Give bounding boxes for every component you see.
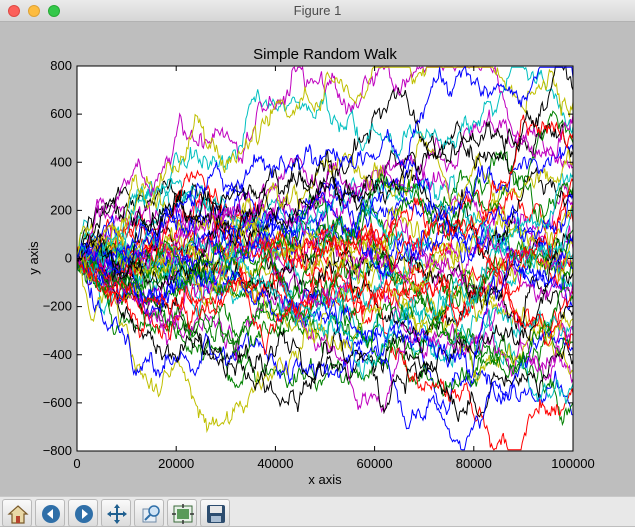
random-walk-series-32 [76, 178, 574, 380]
random-walk-series-43 [76, 144, 574, 272]
random-walk-series-36 [76, 177, 574, 308]
home-icon [7, 505, 29, 524]
configure-subplots-button[interactable] [167, 499, 197, 527]
random-walk-series-23 [76, 240, 574, 379]
x-tick-label: 40000 [257, 456, 293, 471]
random-walk-series-39 [76, 172, 574, 285]
random-walk-series-12 [76, 247, 574, 415]
random-walk-series-48 [76, 66, 574, 269]
window-title: Figure 1 [293, 3, 342, 18]
y-tick-label: 0 [65, 251, 72, 266]
random-walk-series-49 [76, 66, 574, 280]
y-tick-label: −200 [43, 299, 72, 314]
random-walk-chart: Simple Random Walk 0 20000 40000 60000 80000… [26, 46, 595, 487]
random-walk-series-33 [76, 181, 574, 332]
random-walk-series-44 [76, 110, 574, 300]
random-walk-series-50 [76, 66, 574, 278]
random-walk-series-8 [76, 253, 574, 451]
random-walk-series-38 [76, 169, 574, 307]
pan-icon [107, 504, 127, 524]
home-button[interactable] [2, 499, 32, 527]
x-tick-label: 60000 [357, 456, 393, 471]
title-bar: Figure 1 [0, 0, 635, 22]
y-tick-label: 200 [50, 202, 72, 217]
y-tick-label: −400 [43, 347, 72, 362]
save-button[interactable] [200, 499, 230, 527]
x-tick-label: 0 [73, 456, 80, 471]
zoom-icon [142, 505, 160, 523]
chart-title: Simple Random Walk [253, 46, 397, 63]
random-walk-series-35 [76, 149, 574, 260]
maximize-window-button[interactable] [48, 5, 60, 17]
random-walk-series-25 [76, 173, 574, 302]
y-tick-label: 600 [50, 106, 72, 121]
y-tick-label: 800 [50, 58, 72, 73]
back-icon [42, 505, 60, 523]
configure-subplots-icon [172, 504, 194, 524]
x-axis-label: x axis [308, 472, 342, 487]
series-layer [76, 65, 574, 451]
figure-canvas: Simple Random Walk 0 20000 40000 60000 80000… [0, 22, 635, 496]
x-tick-label: 100000 [551, 456, 594, 471]
x-tick-label: 80000 [456, 456, 492, 471]
back-button[interactable] [35, 499, 65, 527]
random-walk-series-28 [76, 232, 574, 415]
save-icon [207, 505, 225, 523]
y-tick-label: 400 [50, 154, 72, 169]
zoom-button[interactable] [134, 499, 164, 527]
y-tick-label: −600 [43, 395, 72, 410]
forward-icon [75, 505, 93, 523]
y-tick-label: −800 [43, 443, 72, 458]
random-walk-series-20 [76, 234, 574, 353]
pan-button[interactable] [101, 499, 131, 527]
forward-button[interactable] [68, 499, 98, 527]
random-walk-series-1 [76, 193, 574, 416]
close-window-button[interactable] [8, 5, 20, 17]
random-walk-series-42 [76, 87, 574, 292]
random-walk-series-30 [76, 229, 574, 349]
minimize-window-button[interactable] [28, 5, 40, 17]
navigation-toolbar [0, 496, 635, 527]
y-axis-label: y axis [26, 241, 41, 275]
axis-layer: 0 20000 40000 60000 80000 100000 800 600 400 200 0… [43, 58, 595, 471]
x-tick-label: 20000 [158, 456, 194, 471]
random-walk-series-18 [76, 180, 574, 329]
random-walk-series-6 [76, 241, 574, 434]
random-walk-series-45 [76, 114, 574, 356]
